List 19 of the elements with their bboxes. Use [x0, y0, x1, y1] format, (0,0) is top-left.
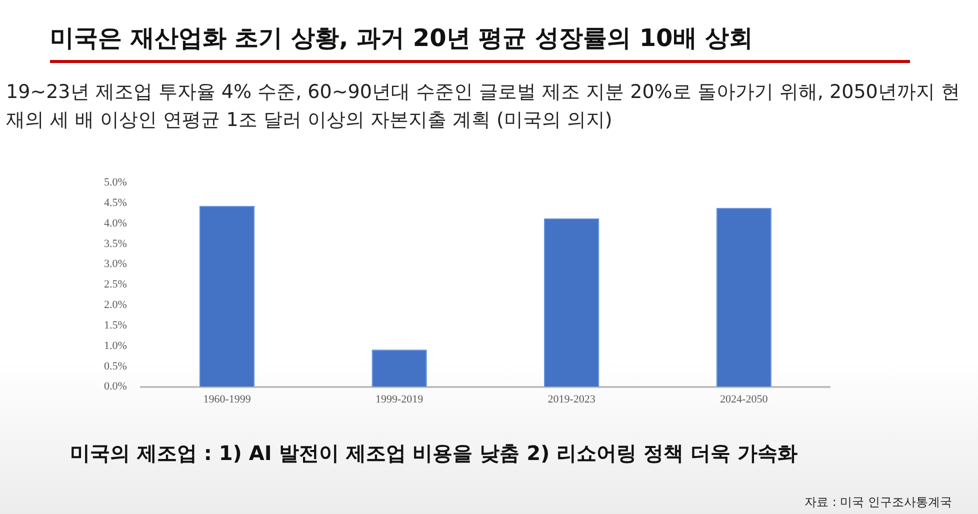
y-tick-label: 2.0% — [104, 299, 127, 312]
y-tick-label: 2.5% — [104, 278, 127, 291]
text: 미국의 제조업 : 1) AI 발전이 제조업 비용을 낮춤 2) 리쇼어링 정책 더욱 가속화 — [70, 440, 798, 467]
y-tick-label: 1.5% — [104, 319, 127, 332]
y-tick-label: 0.0% — [104, 380, 127, 393]
y-tick-label: 4.5% — [104, 196, 127, 209]
y-tick-label: 3.0% — [104, 258, 127, 270]
y-tick-label: 0.5% — [104, 360, 127, 372]
y-tick-label: 5.0% — [104, 176, 127, 188]
y-tick-label: 1.0% — [104, 340, 127, 352]
x-tick-label: 1960-1999 — [203, 393, 252, 406]
x-tick-label: 2019-2023 — [548, 393, 596, 406]
chart-title: 미국은 재산업화 초기 상황, 과거 20년 평균 성장률의 10배 상회 — [50, 22, 910, 63]
x-tick-label: 2024-2050 — [720, 393, 768, 406]
text: 자료 : 미국 인구조사통계국 — [804, 494, 952, 511]
y-tick-label: 4.0% — [104, 217, 127, 230]
x-tick-label: 1999-2019 — [375, 393, 424, 406]
chart-subtitle: 19~23년 제조업 투자율 4% 수준, 60~90년대 수준인 글로벌 제조 지분 20%로 돌아가기 위해, 2050년까지 현재의 세 배 이상인 연평균 1조 달러 이상의 자본지출 계획 (미국의 의지) — [6, 80, 961, 133]
y-tick-label: 3.5% — [104, 238, 127, 250]
